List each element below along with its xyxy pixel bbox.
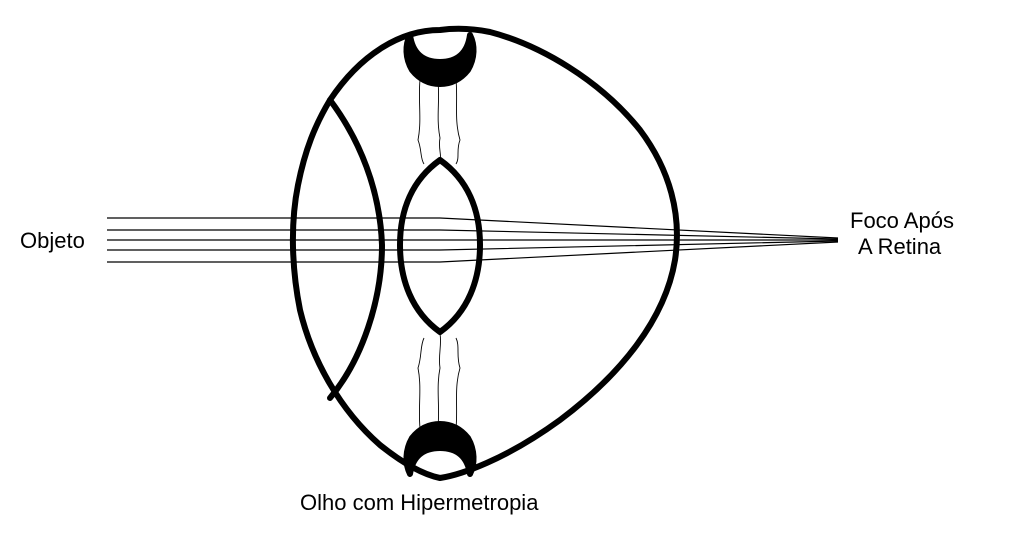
- light-ray: [107, 230, 838, 239]
- diagram-caption: Olho com Hipermetropia: [300, 490, 539, 515]
- zonule-fibers-bottom: [418, 334, 460, 428]
- label-focus-line2: A Retina: [858, 234, 942, 259]
- zonule-fiber: [456, 338, 460, 428]
- light-ray: [107, 218, 838, 238]
- label-focus-line1: Foco Após: [850, 208, 954, 233]
- label-object: Objeto: [20, 228, 85, 253]
- cornea-arc: [330, 100, 382, 398]
- zonule-fiber: [438, 334, 441, 426]
- zonule-fibers-top: [418, 80, 460, 164]
- zonule-fiber: [456, 80, 460, 164]
- light-ray: [107, 242, 838, 262]
- zonule-fiber: [418, 338, 424, 428]
- light-ray: [107, 241, 838, 250]
- ciliary-top: [406, 35, 473, 84]
- zonule-fiber: [438, 82, 441, 160]
- light-rays: [107, 218, 838, 262]
- lens-shape: [400, 160, 480, 332]
- zonule-fiber: [418, 80, 424, 164]
